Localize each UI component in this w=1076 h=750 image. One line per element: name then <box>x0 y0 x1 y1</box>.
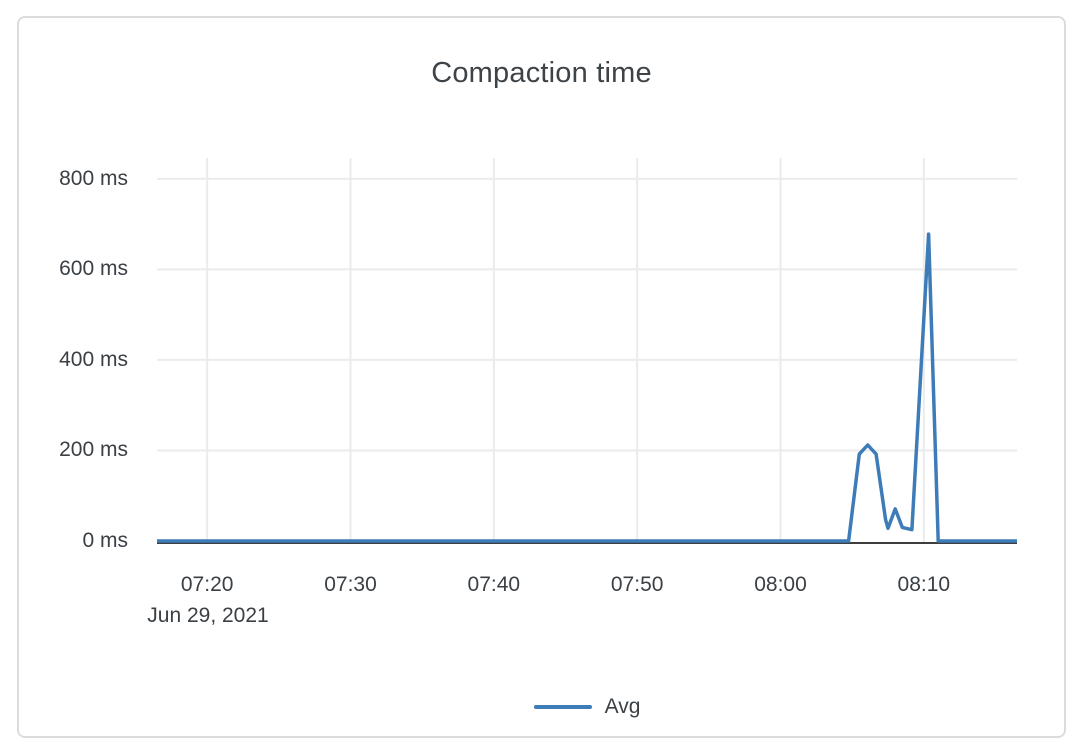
x-tick-label: 07:30 <box>324 573 377 596</box>
x-tick-label: 08:00 <box>754 573 807 596</box>
legend-line-swatch <box>533 705 592 709</box>
x-tick-label: 07:20 <box>180 573 234 596</box>
y-tick-label: 600 ms <box>59 257 128 281</box>
y-tick-label: 400 ms <box>59 347 128 371</box>
x-tick-label: 08:10 <box>897 573 951 596</box>
y-tick-label: 200 ms <box>59 438 128 462</box>
x-axis-date-label: Jun 29, 2021 <box>147 604 269 627</box>
y-tick-label: 0 ms <box>82 529 128 552</box>
legend-item-avg[interactable]: Avg <box>533 695 641 719</box>
avg-series-line[interactable] <box>157 232 1017 543</box>
legend-label: Avg <box>604 695 641 718</box>
legend: Avg <box>157 691 1017 723</box>
y-tick-label: 800 ms <box>59 166 128 190</box>
x-tick-label: 07:40 <box>467 573 521 596</box>
chart-card <box>17 16 1066 738</box>
x-tick-label: 07:50 <box>610 573 664 596</box>
chart-title: Compaction time <box>431 57 652 89</box>
